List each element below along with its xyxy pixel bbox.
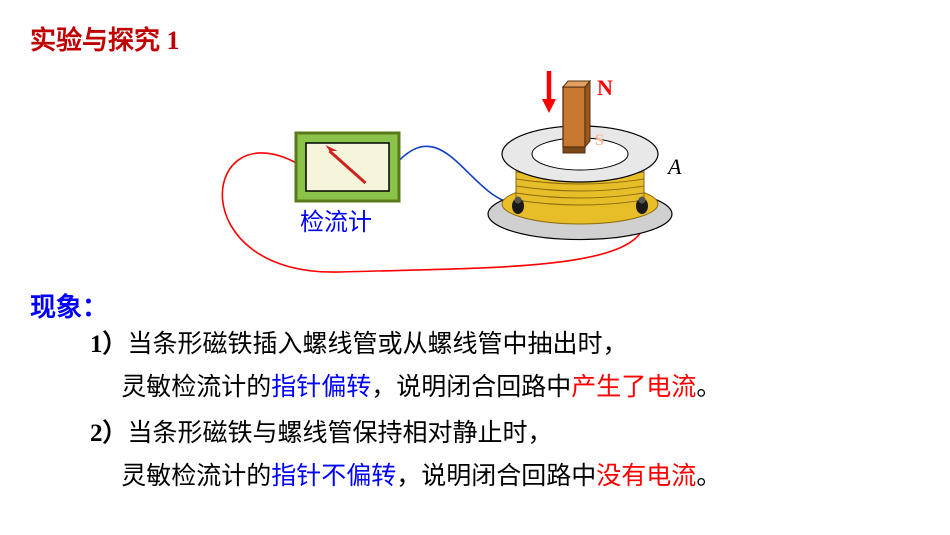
text-segment: 灵敏检流计的 [121, 463, 271, 490]
text-segment: 指针不偏转 [271, 463, 396, 490]
observations-list: 1）当条形磁铁插入螺线管或从螺线管中抽出时， 灵敏检流计的指针偏转，说明闭合回路… [30, 324, 920, 498]
observation-item: 2）当条形磁铁与螺线管保持相对静止时， 灵敏检流计的指针不偏转，说明闭合回路中没… [90, 413, 920, 498]
text-segment: ，说明闭合回路中 [396, 463, 596, 490]
diagram-svg: A N S [200, 67, 750, 277]
text-segment: 。 [696, 374, 721, 401]
text-segment: ，说明闭合回路中 [371, 374, 571, 401]
galvanometer-label: 检流计 [300, 202, 372, 237]
text-segment: 产生了电流 [571, 374, 696, 401]
page-title: 实验与探究 1 [30, 20, 920, 57]
text-segment: 灵敏检流计的 [121, 374, 271, 401]
observation-number: 1） [90, 331, 128, 358]
svg-text:N: N [597, 75, 613, 100]
observation-item: 1）当条形磁铁插入螺线管或从螺线管中抽出时， 灵敏检流计的指针偏转，说明闭合回路… [90, 324, 920, 409]
phenomena-label: 现象： [30, 287, 920, 324]
observation-number: 2） [90, 420, 128, 447]
text-segment: 。 [696, 463, 721, 490]
experiment-diagram: A N S 检流计 [200, 67, 750, 267]
text-segment: 指针偏转 [271, 374, 371, 401]
text-segment: 当条形磁铁与螺线管保持相对静止时， [128, 420, 553, 447]
svg-text:S: S [595, 132, 604, 149]
text-segment: 当条形磁铁插入螺线管或从螺线管中抽出时， [128, 331, 628, 358]
svg-text:A: A [666, 154, 682, 179]
text-segment: 没有电流 [596, 463, 696, 490]
